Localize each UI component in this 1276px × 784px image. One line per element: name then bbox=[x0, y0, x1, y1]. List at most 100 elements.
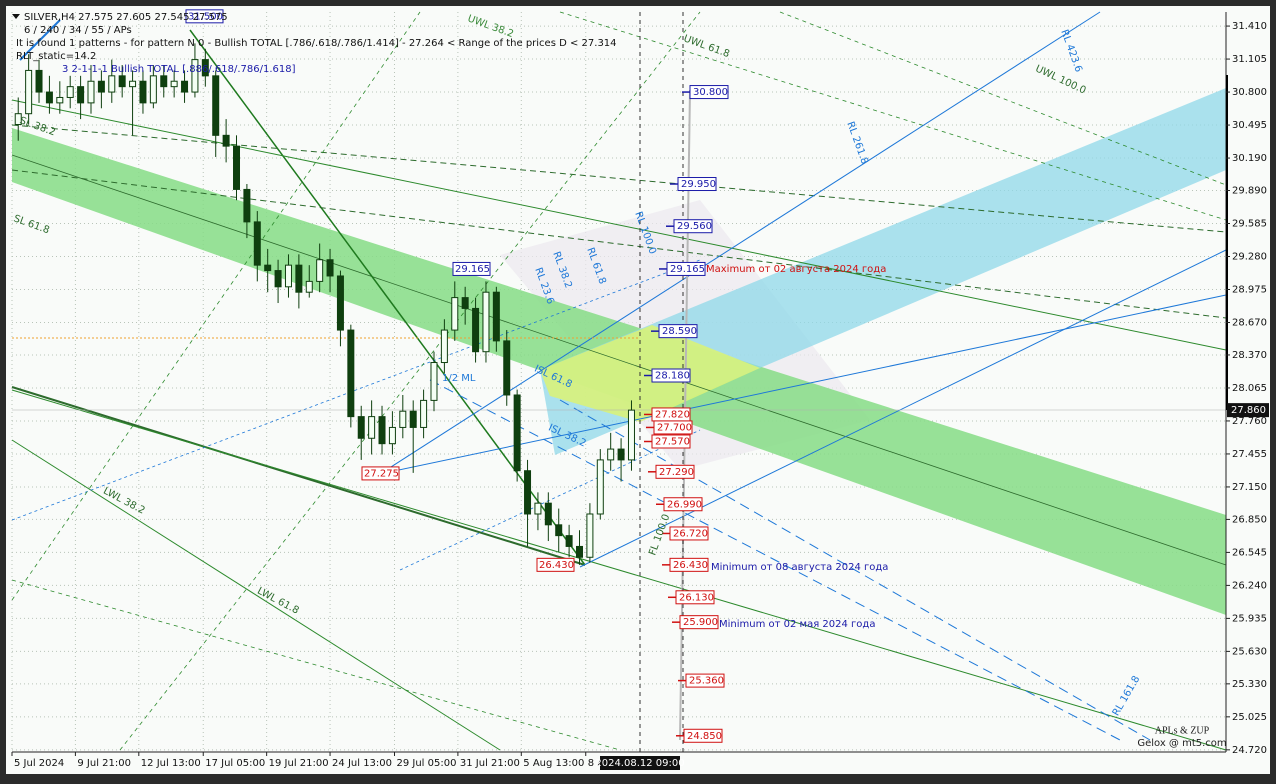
blue-line bbox=[559, 399, 1151, 741]
blue-line bbox=[379, 294, 1227, 475]
y-tick-label: 28.670 bbox=[1232, 317, 1267, 328]
candle-body bbox=[222, 134, 230, 147]
x-tick-label: 5 Aug 13:00 bbox=[523, 758, 584, 769]
level-label: 29.165 bbox=[670, 264, 705, 275]
candle-body bbox=[524, 470, 532, 515]
header-line: RLT_static=14.2 bbox=[16, 51, 96, 62]
level-label: 28.590 bbox=[662, 326, 697, 337]
credit: APLs & ZUP bbox=[1155, 725, 1210, 736]
y-tick-label: 30.495 bbox=[1232, 120, 1267, 131]
trend-line bbox=[11, 169, 1227, 319]
x-tick-label: 24 Jul 13:00 bbox=[332, 758, 392, 769]
level-box bbox=[655, 464, 695, 479]
last-price-box bbox=[1227, 403, 1269, 418]
channel-lines bbox=[11, 11, 1227, 752]
y-tick-label: 25.330 bbox=[1232, 679, 1267, 690]
level-tag: 1/2 ML bbox=[442, 373, 476, 384]
candle-body bbox=[357, 416, 365, 439]
note: Minimum от 02 мая 2024 года bbox=[719, 619, 875, 630]
level-label: 26.430 bbox=[673, 560, 708, 571]
trend-line bbox=[11, 99, 1227, 351]
y-tick-label: 30.190 bbox=[1232, 153, 1267, 164]
candle-body bbox=[77, 86, 85, 104]
x-tick-label: 19 Jul 21:00 bbox=[269, 758, 329, 769]
candle-body bbox=[118, 75, 126, 88]
level-box bbox=[669, 526, 709, 541]
level-box bbox=[689, 85, 729, 100]
level-box bbox=[675, 590, 715, 605]
candle-body bbox=[264, 264, 272, 272]
candle-body bbox=[336, 275, 344, 331]
pattern-box bbox=[536, 557, 575, 572]
candle-body bbox=[420, 399, 428, 428]
level-box bbox=[669, 557, 709, 572]
candle-body bbox=[503, 340, 511, 396]
candle-body bbox=[25, 69, 33, 115]
level-label: 29.950 bbox=[681, 179, 716, 190]
cursor-label: 2024.08.12 09:00 bbox=[595, 758, 684, 769]
median-line bbox=[11, 154, 1227, 566]
y-tick-label: 29.890 bbox=[1232, 186, 1267, 197]
blue-line bbox=[429, 379, 1121, 741]
level-label: 26.720 bbox=[673, 528, 708, 539]
price-axis-background bbox=[1226, 6, 1270, 774]
y-tick-label: 25.935 bbox=[1232, 613, 1267, 624]
x-tick-label: 17 Jul 05:00 bbox=[205, 758, 265, 769]
candle-body bbox=[181, 80, 189, 93]
candle-body bbox=[565, 535, 573, 547]
candle-body bbox=[274, 270, 282, 288]
x-tick-label: 29 Jul 05:00 bbox=[396, 758, 456, 769]
pattern-label: 26.430 bbox=[539, 560, 574, 571]
candle-body bbox=[139, 80, 147, 104]
blue-line bbox=[379, 11, 1101, 475]
y-tick-label: 26.545 bbox=[1232, 547, 1267, 558]
level-label: 27.820 bbox=[655, 409, 690, 420]
trend-line bbox=[11, 386, 586, 566]
candle-body bbox=[201, 59, 209, 77]
candle-body bbox=[576, 545, 584, 558]
candle-body bbox=[534, 502, 542, 515]
header-line: SILVER,H4 27.575 27.605 27.545 27.575 bbox=[24, 12, 228, 23]
candle-body bbox=[347, 329, 355, 418]
candle-body bbox=[295, 264, 303, 293]
level-label: 30.800 bbox=[693, 87, 728, 98]
trend-line bbox=[11, 439, 501, 751]
x-tick-label: 5 Jul 2024 bbox=[14, 758, 64, 769]
level-label: 26.990 bbox=[667, 499, 702, 510]
pattern-box bbox=[452, 261, 491, 276]
candle-body bbox=[586, 513, 594, 558]
level-label: 27.290 bbox=[659, 467, 694, 478]
candle-body bbox=[607, 448, 615, 461]
level-box bbox=[666, 261, 706, 276]
last-price-label: 27.860 bbox=[1231, 405, 1266, 416]
candle-body bbox=[233, 145, 241, 190]
candle-body bbox=[544, 502, 552, 526]
level-label: 25.360 bbox=[689, 676, 724, 687]
fib-line bbox=[11, 579, 621, 751]
y-tick-label: 30.800 bbox=[1232, 87, 1267, 98]
y-tick-label: 27.150 bbox=[1232, 482, 1267, 493]
candle-body bbox=[440, 329, 448, 364]
y-tick-label: 27.455 bbox=[1232, 449, 1267, 460]
candle-body bbox=[472, 307, 480, 353]
trend-line bbox=[11, 124, 1227, 233]
level-label: 24.850 bbox=[687, 731, 722, 742]
candle-body bbox=[326, 259, 334, 277]
y-tick-label: 25.630 bbox=[1232, 646, 1267, 657]
y-tick-label: 25.025 bbox=[1232, 712, 1267, 723]
level-box bbox=[663, 497, 703, 512]
candle-body bbox=[399, 410, 407, 428]
level-box bbox=[677, 177, 717, 192]
level-box bbox=[653, 420, 693, 435]
candle-body bbox=[513, 394, 521, 472]
candle-body bbox=[56, 96, 64, 104]
header-line: It is found 1 patterns - for pattern N 0… bbox=[16, 38, 617, 49]
y-tick-label: 28.370 bbox=[1232, 350, 1267, 361]
pattern-label: 29.165 bbox=[455, 264, 490, 275]
level-label: 28.180 bbox=[655, 371, 690, 382]
level-box bbox=[673, 219, 713, 234]
x-tick-label: 31 Jul 21:00 bbox=[460, 758, 520, 769]
blue-line bbox=[11, 259, 701, 521]
candle-body bbox=[253, 221, 261, 266]
